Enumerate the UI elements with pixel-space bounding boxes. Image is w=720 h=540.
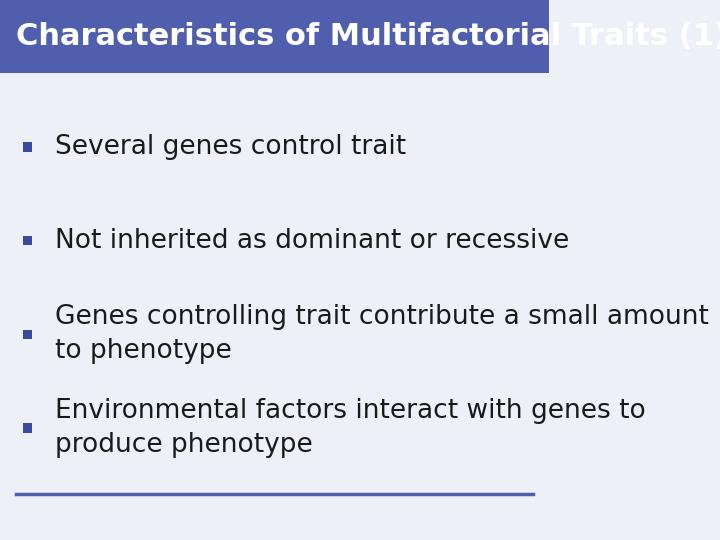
FancyBboxPatch shape xyxy=(22,423,32,433)
FancyBboxPatch shape xyxy=(22,236,32,246)
FancyBboxPatch shape xyxy=(22,329,32,339)
Text: Characteristics of Multifactorial Traits (1): Characteristics of Multifactorial Traits… xyxy=(17,22,720,51)
Text: Not inherited as dominant or recessive: Not inherited as dominant or recessive xyxy=(55,228,570,254)
Text: Environmental factors interact with genes to
produce phenotype: Environmental factors interact with gene… xyxy=(55,399,646,458)
FancyBboxPatch shape xyxy=(22,142,32,152)
Text: Genes controlling trait contribute a small amount
to phenotype: Genes controlling trait contribute a sma… xyxy=(55,305,708,364)
Text: Several genes control trait: Several genes control trait xyxy=(55,134,406,160)
FancyBboxPatch shape xyxy=(0,0,549,73)
